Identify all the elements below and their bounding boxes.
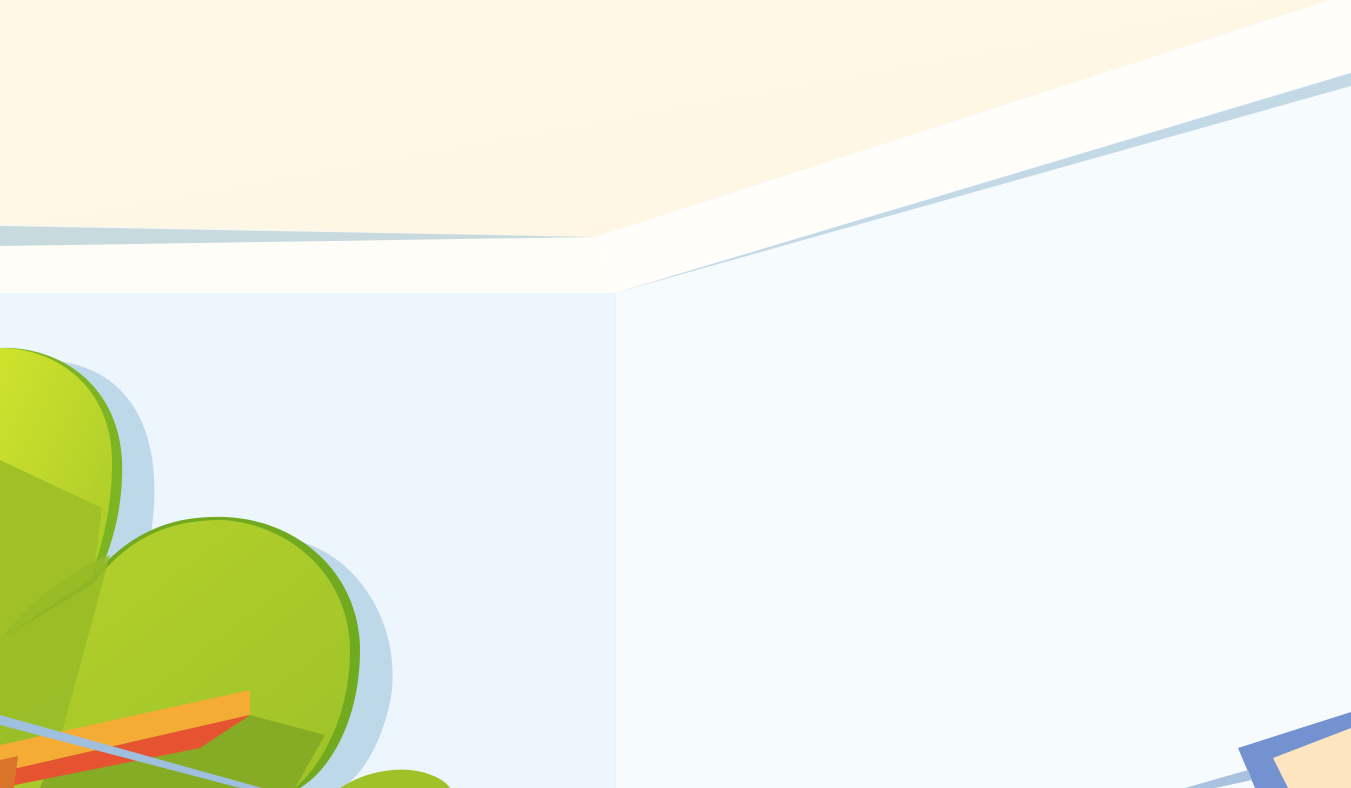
rail — [0, 715, 262, 788]
right-wall — [615, 85, 1351, 788]
leaf-bottom — [340, 769, 450, 788]
ceiling — [0, 0, 1330, 237]
cornice-left — [0, 237, 615, 293]
picture-frame-icon — [1185, 712, 1351, 788]
cornice-right — [595, 0, 1351, 293]
cornice-shadow-right — [615, 73, 1351, 293]
cornice-shadow-left — [0, 226, 595, 246]
